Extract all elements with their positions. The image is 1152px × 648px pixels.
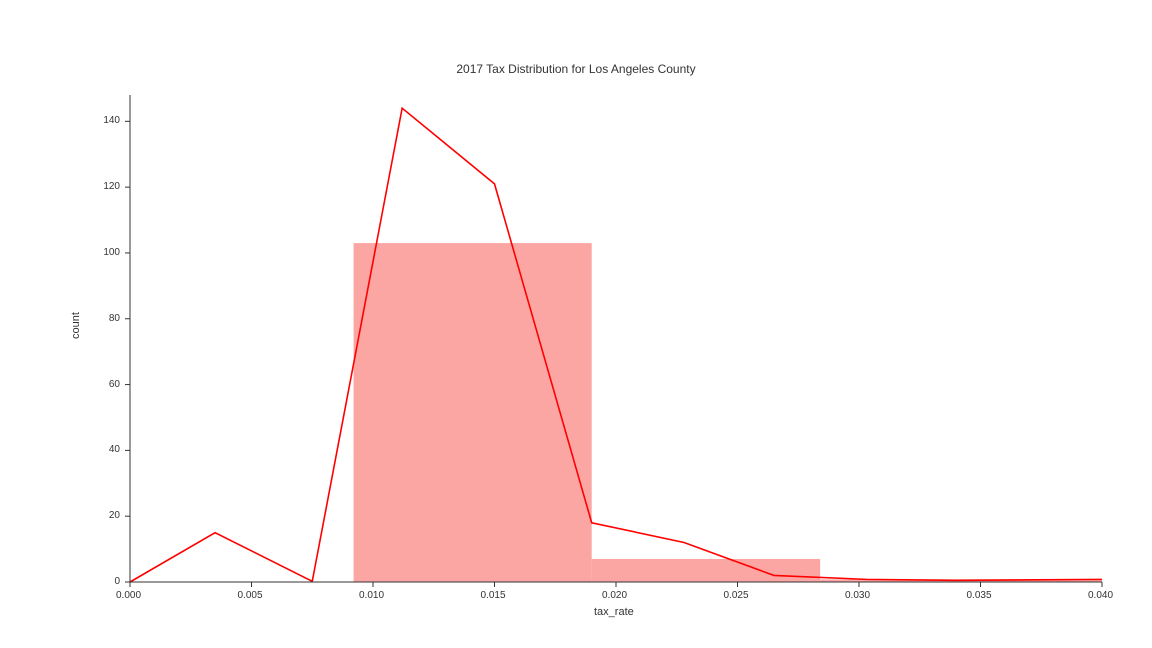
y-tick-label: 20 — [109, 510, 120, 521]
histogram-bar — [354, 243, 592, 582]
y-tick-label: 80 — [109, 313, 120, 324]
y-axis-label: count — [70, 312, 82, 339]
x-tick-label: 0.015 — [481, 590, 506, 601]
y-tick-label: 60 — [109, 379, 120, 390]
chart-svg — [0, 0, 1152, 648]
x-axis-label: tax_rate — [594, 606, 634, 618]
x-tick-label: 0.030 — [845, 590, 870, 601]
x-tick-label: 0.005 — [238, 590, 263, 601]
x-tick-label: 0.040 — [1088, 590, 1113, 601]
density-line — [130, 108, 1102, 582]
y-tick-label: 140 — [103, 115, 120, 126]
histogram-bar — [592, 559, 820, 582]
y-tick-label: 120 — [103, 181, 120, 192]
x-tick-label: 0.010 — [359, 590, 384, 601]
x-tick-label: 0.000 — [116, 590, 141, 601]
y-tick-label: 40 — [109, 444, 120, 455]
x-tick-label: 0.025 — [724, 590, 749, 601]
chart-container: 2017 Tax Distribution for Los Angeles Co… — [0, 0, 1152, 648]
x-tick-label: 0.035 — [967, 590, 992, 601]
y-tick-label: 0 — [114, 576, 120, 587]
x-tick-label: 0.020 — [602, 590, 627, 601]
y-tick-label: 100 — [103, 247, 120, 258]
